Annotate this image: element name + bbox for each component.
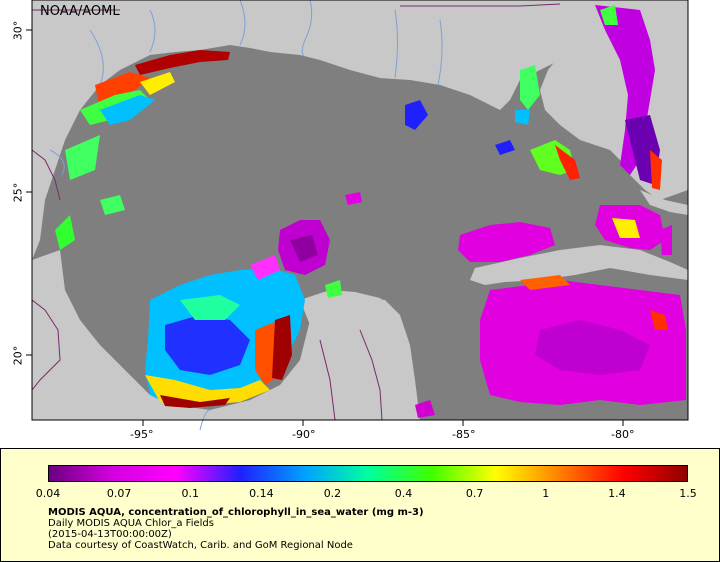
legend-date: (2015-04-13T00:00:00Z) bbox=[48, 529, 172, 540]
x-tick-label-85: -85° bbox=[452, 428, 476, 441]
colorbar-tick-label: 1.5 bbox=[679, 487, 697, 500]
mexico bbox=[32, 250, 420, 420]
cuba bbox=[470, 245, 688, 285]
y-tick-label-20: 20° bbox=[11, 345, 25, 366]
legend-title: MODIS AQUA, concentration_of_chlorophyll… bbox=[48, 507, 424, 518]
colorbar-tick-label: 0.2 bbox=[323, 487, 342, 500]
chlorophyll-data bbox=[55, 5, 686, 418]
y-tick-label-30: 30° bbox=[11, 20, 25, 41]
bahamas bbox=[640, 190, 688, 215]
colorbar bbox=[48, 465, 688, 482]
borders bbox=[31, 3, 561, 421]
colorbar-tick-label: 0.7 bbox=[465, 487, 484, 500]
y-tick-label-25: 25° bbox=[11, 182, 25, 203]
colorbar-tick-label: 0.4 bbox=[394, 487, 413, 500]
colorbar-tick-label: 0.1 bbox=[181, 487, 199, 500]
rivers bbox=[49, 0, 443, 431]
colorbar-tick-label: 0.07 bbox=[106, 487, 132, 500]
legend-source: Daily MODIS AQUA Chlor_a Fields bbox=[48, 518, 214, 529]
legend-credit: Data courtesy of CoastWatch, Carib. and … bbox=[48, 540, 353, 551]
colorbar-tick-label: 1.4 bbox=[608, 487, 626, 500]
colorbar-tick-label: 0.14 bbox=[249, 487, 274, 500]
colorbar-tick-label: 0.04 bbox=[35, 487, 61, 500]
us-landmass bbox=[32, 0, 600, 260]
x-tick-label-95: -95° bbox=[130, 428, 154, 441]
x-tick-label-80: -80° bbox=[611, 428, 635, 441]
yucatan bbox=[300, 290, 400, 340]
x-tick-label-90: -90° bbox=[292, 428, 316, 441]
colorbar-tick-label: 1 bbox=[542, 487, 550, 500]
axis-ticks bbox=[26, 29, 624, 426]
credit-label: NOAA/AOML bbox=[40, 4, 120, 19]
